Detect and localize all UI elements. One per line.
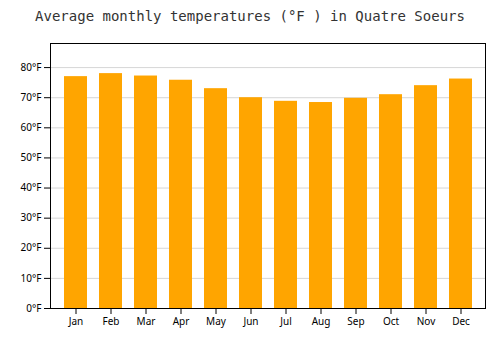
svg-text:Jul: Jul — [279, 314, 292, 328]
svg-text:Feb: Feb — [103, 314, 120, 328]
svg-text:Mar: Mar — [137, 314, 156, 328]
svg-text:40°F: 40°F — [21, 180, 42, 194]
svg-text:May: May — [206, 314, 227, 328]
svg-text:Jan: Jan — [68, 314, 84, 328]
svg-text:30°F: 30°F — [21, 210, 42, 224]
svg-text:10°F: 10°F — [21, 271, 42, 285]
svg-text:60°F: 60°F — [21, 120, 42, 134]
svg-text:Nov: Nov — [417, 314, 436, 328]
svg-text:Sep: Sep — [347, 314, 364, 328]
svg-text:Dec: Dec — [452, 314, 470, 328]
html-text:Average monthly temperatures (: Average monthly temperatures (°F ) in Qu… — [35, 8, 465, 24]
svg-text:20°F: 20°F — [21, 240, 42, 254]
svg-text:Jun: Jun — [242, 314, 258, 328]
svg-text:Aug: Aug — [312, 314, 331, 328]
svg-text:0°F: 0°F — [26, 301, 41, 315]
svg-text:80°F: 80°F — [21, 60, 42, 74]
svg-text:Oct: Oct — [383, 314, 400, 328]
svg-text:70°F: 70°F — [21, 90, 42, 104]
svg-text:Apr: Apr — [173, 314, 190, 328]
svg-text:50°F: 50°F — [21, 150, 42, 164]
